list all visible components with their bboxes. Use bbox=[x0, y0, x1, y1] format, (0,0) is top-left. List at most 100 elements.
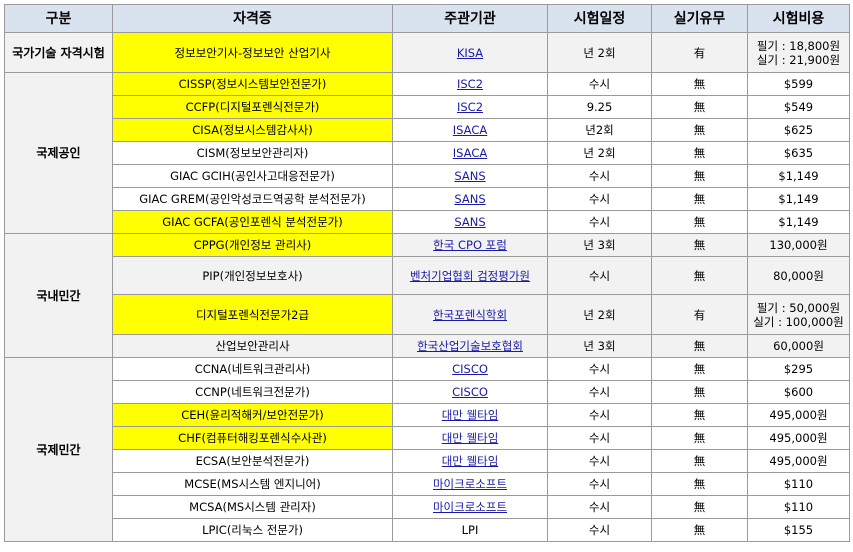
schedule-cell: 수시 bbox=[547, 380, 652, 404]
group-label: 국내민간 bbox=[4, 233, 113, 358]
table-row: 디지털포렌식전문가2급 한국포렌식학회 년 2회 有 필기 : 50,000원 실… bbox=[5, 294, 850, 335]
org-link[interactable]: SANS bbox=[454, 192, 486, 206]
cost-cell: $625 bbox=[747, 118, 850, 142]
org-link[interactable]: ISACA bbox=[452, 146, 488, 160]
schedule-cell: 년 2회 bbox=[547, 141, 652, 165]
schedule-cell: 년 3회 bbox=[547, 233, 652, 257]
practical-cell: 無 bbox=[651, 403, 748, 427]
practical-cell: 無 bbox=[651, 495, 748, 519]
cost-cell: $1,149 bbox=[747, 164, 850, 188]
header-schedule: 시험일정 bbox=[547, 4, 652, 33]
cert-name: CISSP(정보시스템보안전문가) bbox=[112, 72, 393, 96]
org-link[interactable]: CISCO bbox=[452, 362, 488, 376]
org-link[interactable]: KISA bbox=[456, 45, 484, 60]
cost-cell: 60,000원 bbox=[747, 334, 850, 358]
practical-cell: 無 bbox=[651, 233, 748, 257]
cost-cell: 495,000원 bbox=[747, 449, 850, 473]
cost-line: 실기 : 100,000원 bbox=[753, 314, 844, 329]
org-link[interactable]: 벤처기업협회 검정평가원 bbox=[409, 268, 531, 283]
org-link[interactable]: ISC2 bbox=[456, 100, 484, 114]
schedule-cell: 년 3회 bbox=[547, 334, 652, 358]
table-row: CEH(윤리적해커/보안전문가) 대만 웰타임 수시 無 495,000원 bbox=[5, 403, 850, 427]
org-link[interactable]: 대만 웰타임 bbox=[441, 454, 499, 468]
header-cost: 시험비용 bbox=[747, 4, 850, 33]
cert-name: CCNA(네트워크관리사) bbox=[112, 357, 393, 381]
cost-cell: $295 bbox=[747, 357, 850, 381]
table-row: GIAC GCFA(공인포렌식 분석전문가) SANS 수시 無 $1,149 bbox=[5, 210, 850, 234]
cert-name: MCSA(MS시스템 관리자) bbox=[112, 495, 393, 519]
schedule-cell: 9.25 bbox=[547, 95, 652, 119]
org-cell: 마이크로소프트 bbox=[392, 495, 548, 519]
cert-name: CISA(정보시스템감사사) bbox=[112, 118, 393, 142]
schedule-cell: 수시 bbox=[547, 472, 652, 496]
org-cell: ISACA bbox=[392, 141, 548, 165]
practical-cell: 無 bbox=[651, 118, 748, 142]
org-cell: 마이크로소프트 bbox=[392, 472, 548, 496]
header-category: 구분 bbox=[4, 4, 113, 33]
cost-cell: $635 bbox=[747, 141, 850, 165]
table-row: 국가기술 자격시험 정보보안기사-정보보안 산업기사 KISA 년 2회 有 필… bbox=[4, 32, 850, 73]
practical-cell: 無 bbox=[651, 472, 748, 496]
header-organization: 주관기관 bbox=[392, 4, 548, 33]
practical-cell: 無 bbox=[651, 380, 748, 404]
schedule-cell: 수시 bbox=[547, 256, 652, 295]
table-row: GIAC GREM(공인악성코드역공학 분석전문가) SANS 수시 無 $1,… bbox=[5, 187, 850, 211]
org-cell: SANS bbox=[392, 187, 548, 211]
cert-name: CISM(정보보안관리자) bbox=[112, 141, 393, 165]
org-link[interactable]: 마이크로소프트 bbox=[432, 500, 508, 514]
group-label: 국가기술 자격시험 bbox=[4, 32, 113, 73]
org-link[interactable]: ISC2 bbox=[456, 77, 484, 91]
org-cell: ISC2 bbox=[392, 95, 548, 119]
org-cell: ISC2 bbox=[392, 72, 548, 96]
table-row: MCSE(MS시스템 엔지니어) 마이크로소프트 수시 無 $110 bbox=[5, 472, 850, 496]
cert-name: GIAC GCFA(공인포렌식 분석전문가) bbox=[112, 210, 393, 234]
org-cell: 한국산업기술보호협회 bbox=[392, 334, 548, 358]
cert-name: PIP(개인정보보호사) bbox=[112, 256, 393, 295]
table-row: CISM(정보보안관리자) ISACA 년 2회 無 $635 bbox=[5, 141, 850, 165]
cost-line: 필기 : 18,800원 bbox=[756, 38, 841, 53]
org-cell: 대만 웰타임 bbox=[392, 403, 548, 427]
org-cell: 대만 웰타임 bbox=[392, 426, 548, 450]
practical-cell: 無 bbox=[651, 95, 748, 119]
org-link[interactable]: SANS bbox=[454, 169, 486, 183]
table-row: CCFP(디지털포렌식전문가) ISC2 9.25 無 $549 bbox=[5, 95, 850, 119]
cost-line: 실기 : 21,900원 bbox=[756, 52, 841, 67]
table-row: MCSA(MS시스템 관리자) 마이크로소프트 수시 無 $110 bbox=[5, 495, 850, 519]
org-link[interactable]: 한국 CPO 포럼 bbox=[433, 238, 507, 252]
org-link[interactable]: 대만 웰타임 bbox=[441, 408, 499, 422]
org-cell: LPI bbox=[392, 518, 548, 542]
org-cell: SANS bbox=[392, 210, 548, 234]
practical-cell: 無 bbox=[651, 164, 748, 188]
cost-cell: 필기 : 18,800원 실기 : 21,900원 bbox=[747, 32, 850, 73]
cost-cell: 80,000원 bbox=[747, 256, 850, 295]
org-link[interactable]: ISACA bbox=[452, 123, 488, 137]
org-cell: 벤처기업협회 검정평가원 bbox=[392, 256, 548, 295]
practical-cell: 無 bbox=[651, 449, 748, 473]
cost-cell: 필기 : 50,000원 실기 : 100,000원 bbox=[747, 294, 850, 335]
cost-cell: 130,000원 bbox=[747, 233, 850, 257]
org-link[interactable]: CISCO bbox=[452, 385, 488, 399]
schedule-cell: 수시 bbox=[547, 357, 652, 381]
cert-name: LPIC(리눅스 전문가) bbox=[112, 518, 393, 542]
org-link[interactable]: 마이크로소프트 bbox=[432, 477, 508, 491]
practical-cell: 無 bbox=[651, 210, 748, 234]
certification-table: 구분 자격증 주관기관 시험일정 실기유무 시험비용 국가기술 자격시험 정보보… bbox=[4, 4, 850, 542]
org-cell: KISA bbox=[392, 32, 548, 73]
cost-cell: $1,149 bbox=[747, 210, 850, 234]
cost-cell: 495,000원 bbox=[747, 403, 850, 427]
practical-cell: 無 bbox=[651, 72, 748, 96]
practical-cell: 無 bbox=[651, 426, 748, 450]
schedule-cell: 년 2회 bbox=[547, 32, 652, 73]
org-link[interactable]: 한국포렌식학회 bbox=[432, 307, 508, 322]
org-link[interactable]: 대만 웰타임 bbox=[441, 431, 499, 445]
org-link[interactable]: 한국산업기술보호협회 bbox=[417, 339, 523, 353]
practical-cell: 無 bbox=[651, 187, 748, 211]
table-row: 국내민간 CPPG(개인정보 관리사) 한국 CPO 포럼 년 3회 無 130… bbox=[4, 233, 850, 358]
schedule-cell: 년2회 bbox=[547, 118, 652, 142]
cert-name: CCNP(네트워크전문가) bbox=[112, 380, 393, 404]
schedule-cell: 수시 bbox=[547, 403, 652, 427]
schedule-cell: 수시 bbox=[547, 187, 652, 211]
header-practical: 실기유무 bbox=[651, 4, 748, 33]
org-link[interactable]: SANS bbox=[454, 215, 486, 229]
header-certificate: 자격증 bbox=[112, 4, 393, 33]
